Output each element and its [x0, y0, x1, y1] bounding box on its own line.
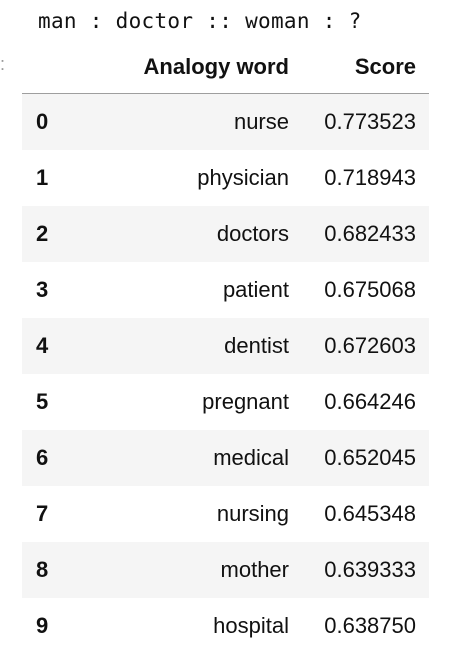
table-row: 4 dentist 0.672603 [22, 317, 429, 374]
row-index: 6 [36, 444, 49, 470]
table-row: 5 pregnant 0.664246 [22, 373, 429, 430]
row-index: 9 [36, 612, 49, 638]
score-header: Score [301, 40, 429, 94]
row-index: 3 [36, 276, 49, 302]
analogy-word-cell: doctors [216, 220, 289, 246]
analogy-word-header: Analogy word [70, 40, 301, 94]
table-row: 1 physician 0.718943 [22, 149, 429, 206]
table-row: 7 nursing 0.645348 [22, 485, 429, 542]
score-cell: 0.639333 [324, 556, 416, 582]
cell-edge-marker: : [0, 54, 6, 74]
analogy-word-cell: pregnant [202, 388, 289, 414]
score-cell: 0.652045 [324, 444, 416, 470]
score-cell: 0.638750 [324, 612, 416, 638]
stdout-query-text: man : doctor :: woman : ? [38, 9, 362, 33]
row-index: 2 [36, 220, 49, 246]
row-index: 8 [36, 556, 49, 582]
dataframe-table: Analogy word Score 0 nurse 0.773523 1 ph… [22, 40, 429, 654]
header-row: Analogy word Score [22, 40, 429, 94]
analogy-word-cell: patient [222, 276, 289, 302]
score-cell: 0.718943 [324, 164, 416, 190]
row-index: 7 [36, 500, 49, 526]
analogy-word-cell: dentist [224, 332, 289, 358]
score-cell: 0.664246 [324, 388, 416, 414]
analogy-word-cell: physician [197, 164, 289, 190]
analogy-word-cell: nurse [233, 108, 289, 134]
score-cell: 0.773523 [324, 108, 416, 134]
score-cell: 0.645348 [324, 500, 416, 526]
score-cell: 0.675068 [324, 276, 416, 302]
analogy-word-cell: hospital [213, 612, 289, 638]
table-row: 0 nurse 0.773523 [22, 93, 429, 150]
table-row: 9 hospital 0.638750 [22, 597, 429, 654]
row-index: 1 [36, 164, 49, 190]
score-cell: 0.672603 [324, 332, 416, 358]
table-row: 3 patient 0.675068 [22, 261, 429, 318]
row-index: 0 [36, 108, 49, 134]
row-index: 5 [36, 388, 49, 414]
analogy-word-cell: mother [220, 556, 289, 582]
analogy-word-cell: nursing [216, 500, 289, 526]
index-header [22, 40, 70, 94]
table-row: 6 medical 0.652045 [22, 429, 429, 486]
table-row: 8 mother 0.639333 [22, 541, 429, 598]
score-cell: 0.682433 [324, 220, 416, 246]
table-row: 2 doctors 0.682433 [22, 205, 429, 262]
row-index: 4 [36, 332, 49, 358]
analogy-word-cell: medical [213, 444, 289, 470]
